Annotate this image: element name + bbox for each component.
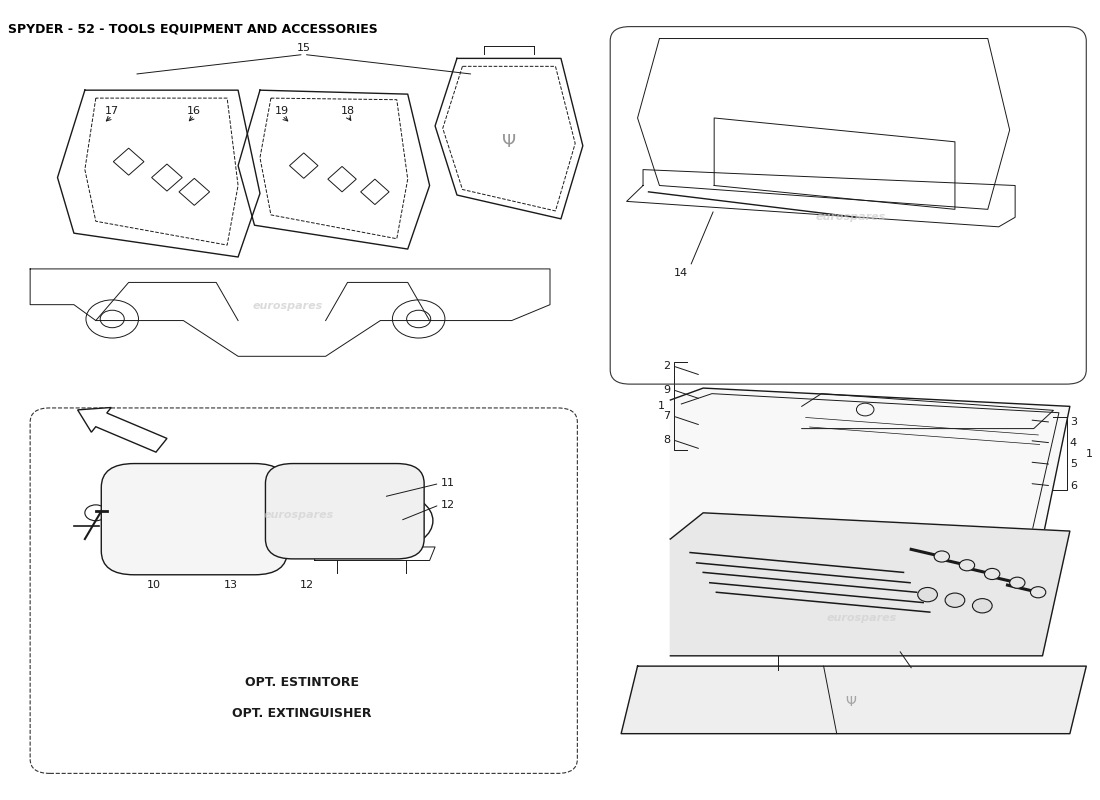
Text: 9: 9: [663, 385, 670, 394]
Circle shape: [1010, 577, 1025, 588]
Text: 10: 10: [146, 579, 161, 590]
Text: 15: 15: [297, 43, 310, 53]
Text: OPT. ESTINTORE: OPT. ESTINTORE: [244, 675, 359, 689]
Text: eurospares: eurospares: [816, 212, 887, 222]
Text: OPT. EXTINGUISHER: OPT. EXTINGUISHER: [232, 707, 372, 720]
Polygon shape: [670, 388, 1070, 539]
Polygon shape: [621, 666, 1087, 734]
Text: 8: 8: [663, 434, 670, 445]
Text: 13: 13: [223, 579, 238, 590]
Text: 12: 12: [300, 579, 315, 590]
Text: 16: 16: [187, 106, 201, 115]
Text: Ψ: Ψ: [846, 695, 857, 709]
Text: 5: 5: [1070, 459, 1077, 470]
Circle shape: [972, 598, 992, 613]
Text: 14: 14: [674, 268, 689, 278]
Text: 1: 1: [1087, 449, 1093, 459]
Text: 6: 6: [1070, 481, 1077, 490]
Text: Ψ: Ψ: [503, 133, 517, 151]
Circle shape: [934, 551, 949, 562]
Circle shape: [917, 587, 937, 602]
Text: 12: 12: [441, 500, 454, 510]
Text: eurospares: eurospares: [252, 302, 322, 311]
Text: 3: 3: [1070, 418, 1077, 427]
Text: 19: 19: [275, 106, 289, 115]
Text: 18: 18: [341, 106, 354, 115]
Text: eurospares: eurospares: [827, 614, 896, 623]
Text: 7: 7: [663, 411, 670, 421]
FancyBboxPatch shape: [265, 463, 425, 559]
Polygon shape: [670, 513, 1070, 656]
Text: eurospares: eurospares: [263, 510, 333, 520]
Text: 1: 1: [658, 402, 664, 411]
Text: 4: 4: [1070, 438, 1077, 448]
FancyArrow shape: [78, 407, 167, 452]
Text: 11: 11: [441, 478, 454, 489]
Text: 17: 17: [106, 106, 119, 115]
Circle shape: [1031, 586, 1046, 598]
Text: 2: 2: [663, 361, 670, 371]
Circle shape: [959, 560, 975, 571]
Text: SPYDER - 52 - TOOLS EQUIPMENT AND ACCESSORIES: SPYDER - 52 - TOOLS EQUIPMENT AND ACCESS…: [9, 22, 378, 36]
Circle shape: [945, 593, 965, 607]
FancyBboxPatch shape: [101, 463, 287, 574]
Circle shape: [984, 569, 1000, 579]
